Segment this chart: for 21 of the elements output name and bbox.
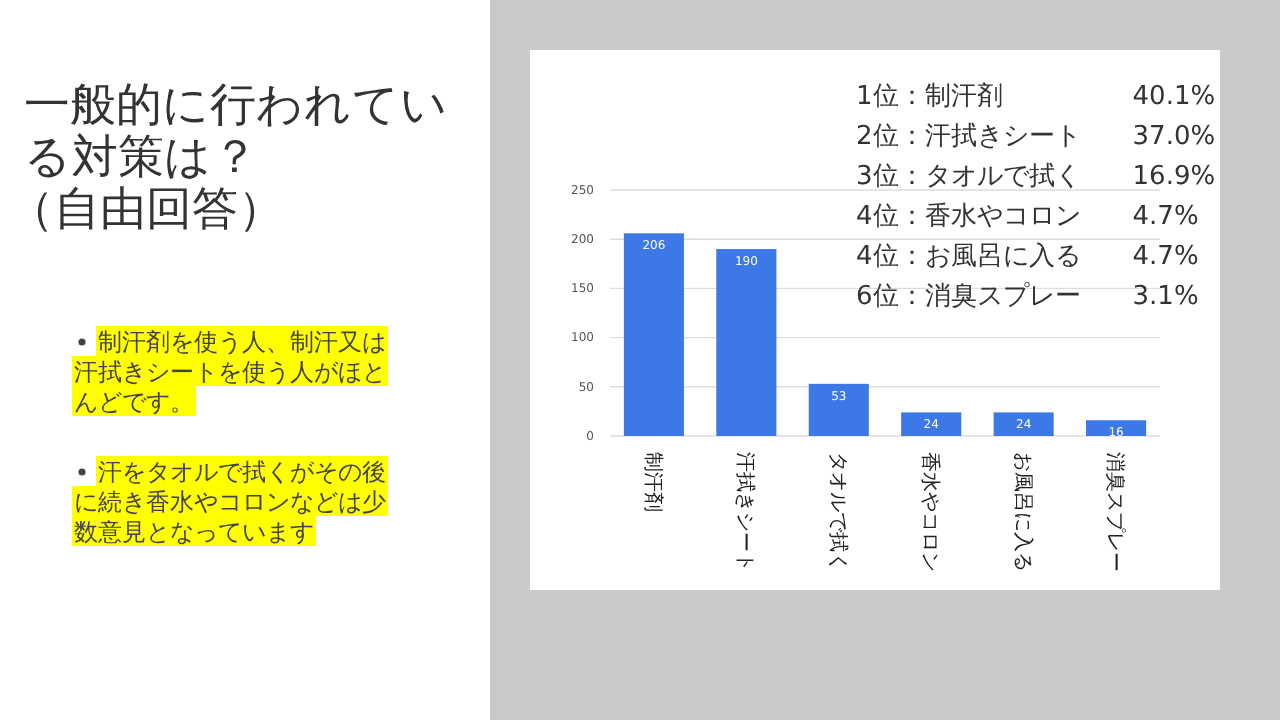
x-tick-label: 汗拭きシート <box>733 452 758 572</box>
annotation: 4位：香水やコロン 4.7% <box>856 202 1199 232</box>
bar <box>1086 420 1147 436</box>
text: 汗をタオルで拭くがその後に続き香水やコロンなどは少数意見となっています <box>74 458 386 546</box>
annotation: 6位：消臭スプレー 3.1% <box>856 282 1199 312</box>
text: 制汗剤を使う人、制汗又は汗拭きシートを使う人がほとんどです。 <box>74 328 386 416</box>
text: 2位：汗拭きシート 37.0% <box>856 122 1216 152</box>
x-tick-label: お風呂に入る <box>1010 452 1035 572</box>
x-tick-label: 香水やコロン <box>918 452 943 572</box>
x-tick-label: 消臭スプレー <box>1103 452 1128 572</box>
text: 1位：制汗剤 40.1% <box>856 82 1216 112</box>
annotation: 4位：お風呂に入る 4.7% <box>856 242 1199 272</box>
bar <box>623 233 684 436</box>
x-tick-label: 制汗剤 <box>640 452 665 512</box>
bar <box>901 412 962 436</box>
bar <box>993 412 1054 436</box>
x-tick-label: タオルで拭く <box>825 452 850 572</box>
annotation: 3位：タオルで拭く 16.9% <box>856 162 1216 192</box>
bar <box>716 249 777 436</box>
bar <box>808 383 869 436</box>
text: 一般的に行われている対策は？（自由回答） <box>8 80 448 236</box>
